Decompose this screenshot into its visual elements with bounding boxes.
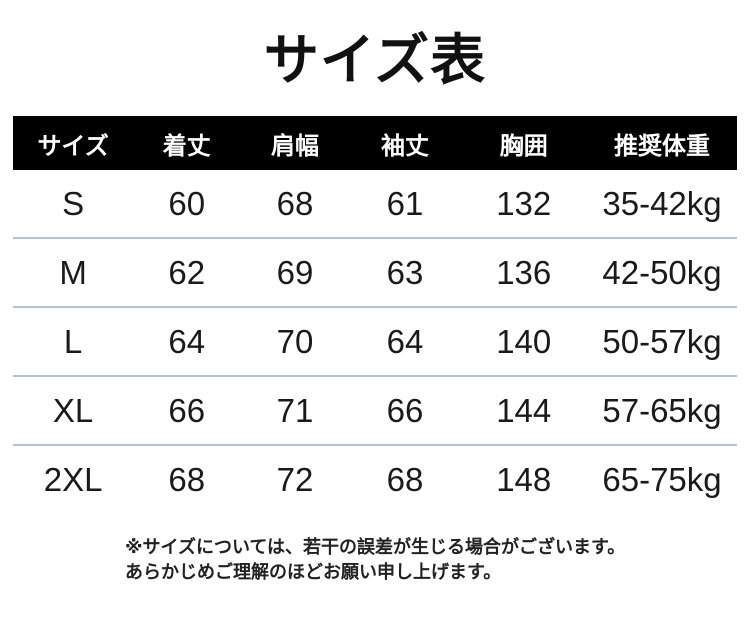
column-header-length: 着丈 bbox=[162, 132, 211, 160]
size-table: サイズ 着丈 肩幅 袖丈 胸囲 推奨体重 S 60 68 61 132 35-4… bbox=[13, 116, 737, 513]
disclaimer-line-2: あらかじめご理解のほどお願い申し上げます。 bbox=[125, 562, 502, 582]
cell-chest: 132 bbox=[496, 184, 552, 222]
cell-length: 60 bbox=[168, 184, 206, 222]
column-header-shoulder-width: 肩幅 bbox=[270, 132, 319, 160]
cell-sleeve-length: 68 bbox=[386, 460, 424, 498]
table-header-row: サイズ 着丈 肩幅 袖丈 胸囲 推奨体重 bbox=[13, 116, 737, 170]
cell-shoulder-width: 72 bbox=[276, 460, 314, 498]
cell-length: 62 bbox=[168, 253, 206, 291]
table-row: 2XL 68 72 68 148 65-75kg bbox=[13, 446, 737, 513]
cell-sleeve-length: 66 bbox=[386, 391, 424, 429]
cell-weight: 42-50kg bbox=[602, 253, 722, 291]
page-title: サイズ表 bbox=[263, 29, 487, 91]
cell-shoulder-width: 70 bbox=[276, 322, 314, 360]
cell-size: L bbox=[63, 322, 83, 360]
cell-sleeve-length: 63 bbox=[386, 253, 424, 291]
cell-weight: 65-75kg bbox=[602, 460, 722, 498]
table-row: M 62 69 63 136 42-50kg bbox=[13, 239, 737, 308]
cell-chest: 144 bbox=[496, 391, 552, 429]
cell-shoulder-width: 71 bbox=[276, 391, 314, 429]
cell-length: 68 bbox=[168, 460, 206, 498]
column-header-sleeve-length: 袖丈 bbox=[381, 132, 429, 160]
column-header-weight: 推奨体重 bbox=[614, 132, 710, 160]
cell-sleeve-length: 61 bbox=[386, 184, 424, 222]
cell-length: 64 bbox=[168, 322, 206, 360]
cell-size: M bbox=[59, 253, 87, 291]
cell-chest: 136 bbox=[496, 253, 552, 291]
cell-length: 66 bbox=[168, 391, 206, 429]
table-row: S 60 68 61 132 35-42kg bbox=[13, 170, 737, 239]
table-row: XL 66 71 66 144 57-65kg bbox=[13, 377, 737, 446]
column-header-size: サイズ bbox=[37, 132, 109, 160]
cell-weight: 57-65kg bbox=[602, 391, 722, 429]
cell-size: XL bbox=[52, 391, 94, 429]
cell-shoulder-width: 69 bbox=[276, 253, 314, 291]
cell-weight: 50-57kg bbox=[602, 322, 722, 360]
size-disclaimer: ※サイズについては、若干の誤差が生じる場合がございます。 あらかじめご理解のほど… bbox=[125, 535, 750, 585]
cell-sleeve-length: 64 bbox=[386, 322, 424, 360]
cell-size: S bbox=[62, 184, 85, 222]
disclaimer-line-1: ※サイズについては、若干の誤差が生じる場合がございます。 bbox=[125, 537, 626, 557]
cell-size: 2XL bbox=[43, 460, 103, 498]
cell-chest: 148 bbox=[496, 460, 552, 498]
cell-shoulder-width: 68 bbox=[276, 184, 314, 222]
column-header-chest: 胸囲 bbox=[499, 132, 548, 160]
cell-chest: 140 bbox=[496, 322, 552, 360]
cell-weight: 35-42kg bbox=[602, 184, 722, 222]
table-row: L 64 70 64 140 50-57kg bbox=[13, 308, 737, 377]
